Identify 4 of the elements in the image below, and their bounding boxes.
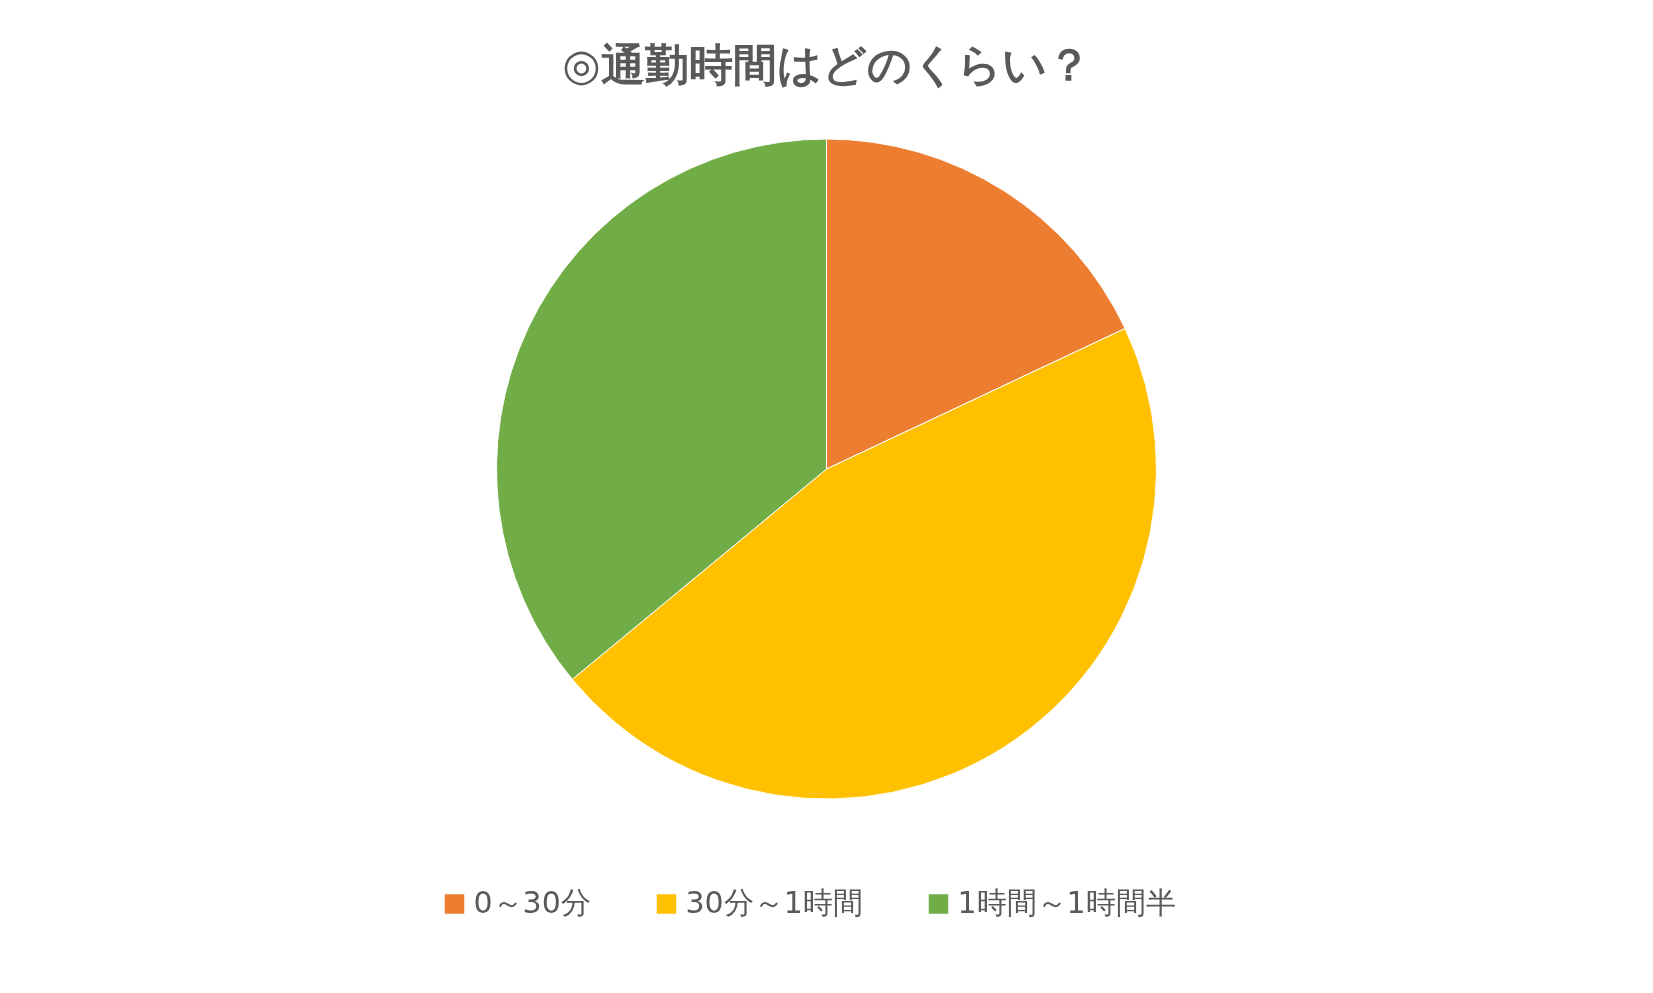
legend-label: 30分～1時間 [685, 885, 863, 920]
chart-title: ◎通勤時間はどのくらい？ [562, 39, 1091, 90]
legend-label: 0～30分 [473, 885, 591, 920]
legend-label: 1時間～1時間半 [957, 885, 1176, 920]
